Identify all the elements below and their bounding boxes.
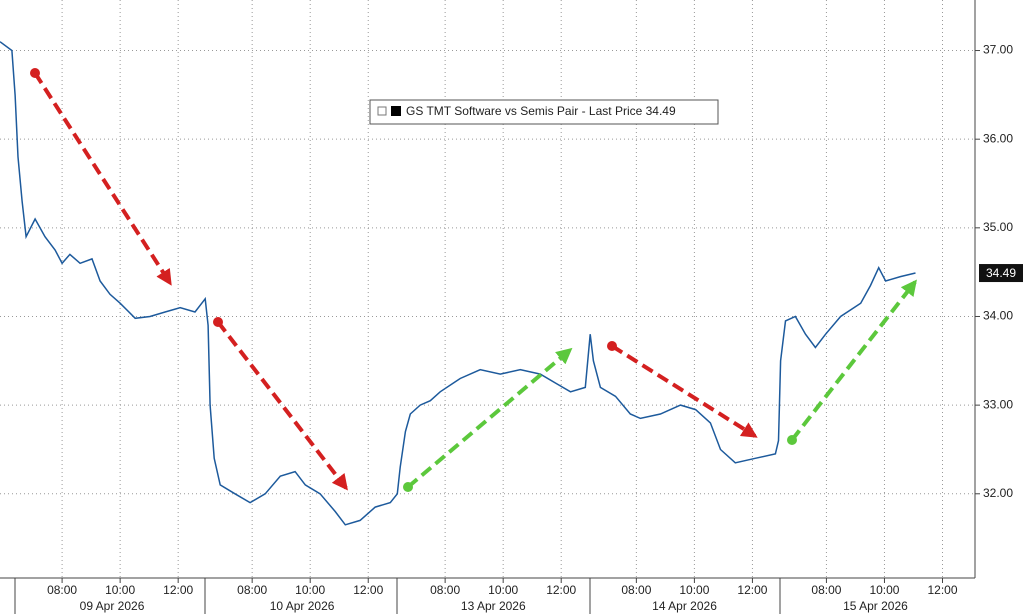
x-tick-label: 08:00	[621, 583, 651, 597]
arrow	[216, 320, 348, 491]
line	[0, 41, 916, 526]
last-price-box	[979, 264, 1023, 283]
x-tick-label: 10:00	[869, 583, 899, 597]
arrow	[790, 279, 917, 442]
x-tick-label: 12:00	[737, 583, 767, 597]
x-day-label: 14 Apr 2026	[652, 599, 717, 613]
y-tick-label: 35.00	[983, 220, 1013, 234]
y-tick-label: 33.00	[983, 397, 1013, 411]
x-tick-label: 10:00	[679, 583, 709, 597]
legend-box	[369, 99, 719, 125]
y-tick-label: 37.00	[983, 43, 1013, 57]
x-tick-label: 12:00	[353, 583, 383, 597]
arrow-start	[403, 482, 413, 492]
legend-label: GS TMT Software vs Semis Pair - Last Pri…	[406, 104, 676, 118]
x-tick-label: 08:00	[811, 583, 841, 597]
annotation-arrows	[30, 68, 917, 492]
x-day-label: 09 Apr 2026	[80, 599, 145, 613]
x-day-label: 10 Apr 2026	[270, 599, 335, 613]
y-tick-label: 32.00	[983, 486, 1013, 500]
legend-toggle	[377, 106, 387, 116]
arrow	[610, 344, 758, 438]
x-tick-label: 08:00	[430, 583, 460, 597]
x-tick-label: 10:00	[105, 583, 135, 597]
x-tick-label: 12:00	[927, 583, 957, 597]
arrow	[33, 71, 172, 286]
arrow-start	[213, 317, 223, 327]
frame	[0, 0, 976, 614]
x-tick-label: 08:00	[47, 583, 77, 597]
arrow-start	[787, 435, 797, 445]
arrow-start	[607, 341, 617, 351]
legend-swatch	[391, 106, 401, 116]
x-tick-label: 12:00	[546, 583, 576, 597]
arrow	[406, 347, 573, 489]
x-tick-label: 10:00	[488, 583, 518, 597]
x-tick-label: 12:00	[163, 583, 193, 597]
y-tick-label: 34.00	[983, 309, 1013, 323]
last-price-label: 34.49	[986, 266, 1016, 280]
y-tick-label: 36.00	[983, 131, 1013, 145]
legend: GS TMT Software vs Semis Pair - Last Pri…	[369, 99, 719, 125]
x-tick-label: 08:00	[237, 583, 267, 597]
x-tick-label: 10:00	[295, 583, 325, 597]
arrow-start	[30, 68, 40, 78]
x-day-label: 15 Apr 2026	[843, 599, 908, 613]
x-day-label: 13 Apr 2026	[461, 599, 526, 613]
